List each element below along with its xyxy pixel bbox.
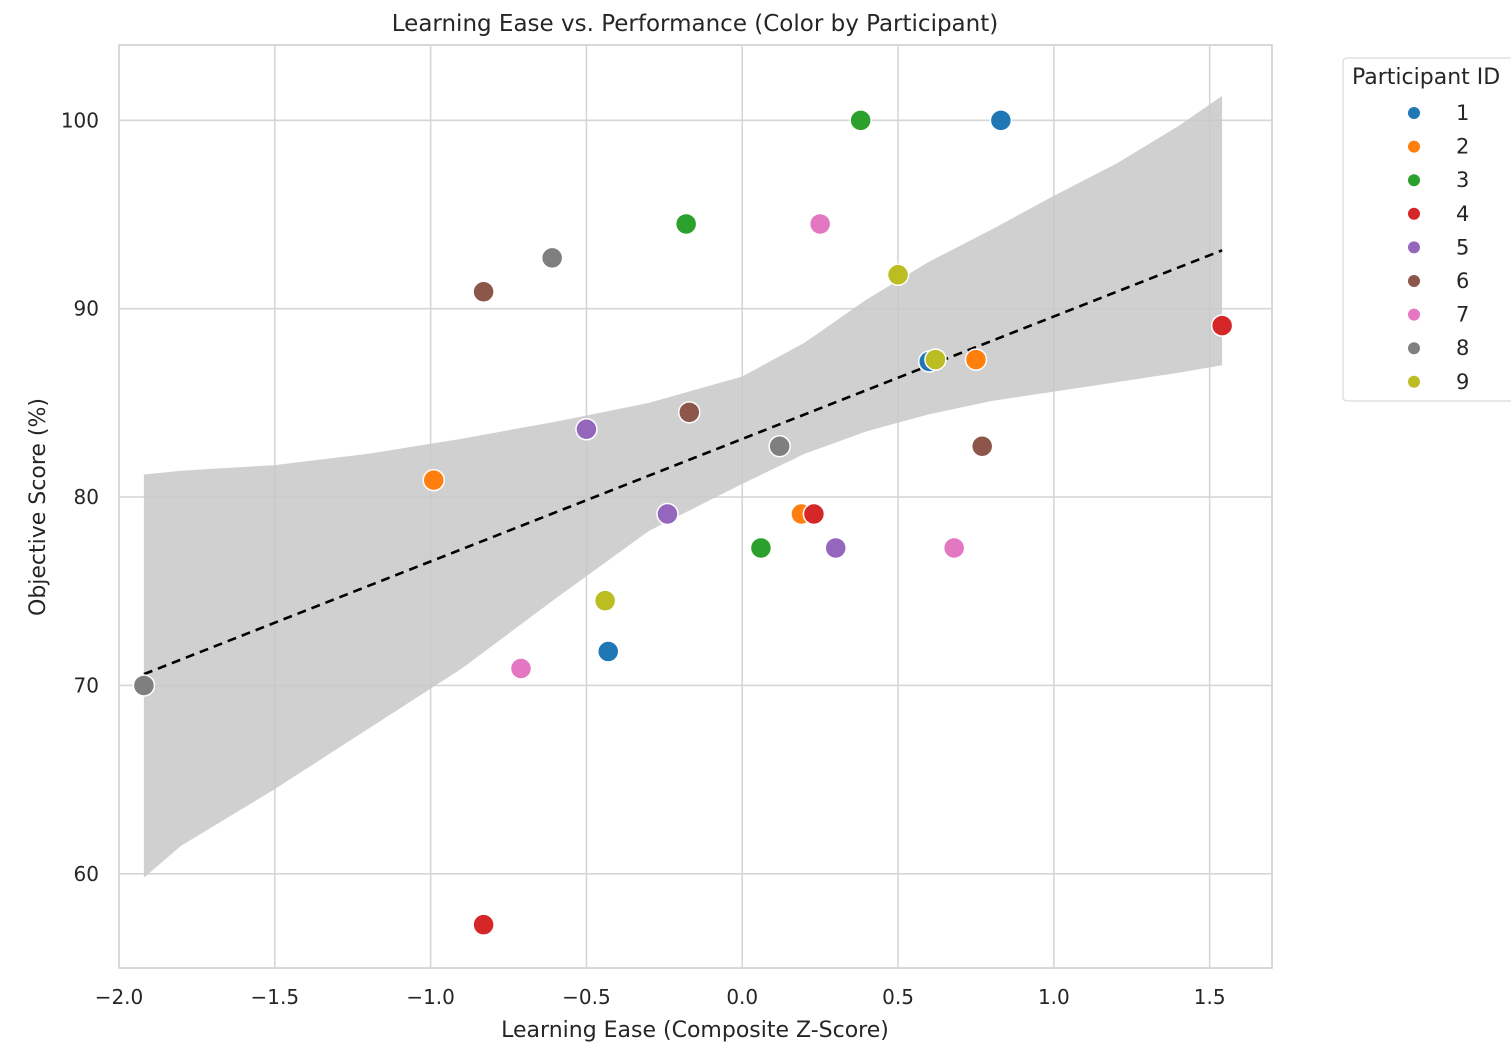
legend-marker-6: [1407, 274, 1421, 288]
x-axis-title: Learning Ease (Composite Z-Score): [501, 1018, 889, 1043]
legend-label-7: 7: [1456, 303, 1469, 327]
data-points: [132, 109, 1234, 936]
scatter-point-participant-6: [970, 434, 994, 458]
scatter-point-participant-5: [824, 536, 847, 560]
legend-label-5: 5: [1456, 235, 1469, 259]
legend-title: Participant ID: [1352, 65, 1500, 90]
x-tick-label: −0.5: [562, 985, 611, 1009]
confidence-band: [143, 95, 1223, 878]
legend-label-6: 6: [1456, 269, 1469, 293]
scatter-point-participant-7: [509, 657, 533, 680]
legend-box: [1342, 57, 1511, 402]
scatter-point-participant-9: [924, 348, 947, 371]
scatter-point-participant-7: [942, 536, 966, 560]
x-tick-label: 1.0: [1038, 985, 1070, 1009]
scatter-point-participant-8: [132, 674, 156, 697]
legend-marker-4: [1407, 206, 1421, 221]
scatter-point-participant-1: [596, 640, 620, 663]
y-tick-label: 60: [74, 862, 99, 886]
legend-marker-8: [1407, 341, 1421, 356]
legend-label-9: 9: [1456, 370, 1469, 394]
x-tick-label: 0.5: [882, 985, 914, 1009]
regression-dashed-line: [143, 249, 1223, 676]
x-tick-label: −1.5: [251, 985, 300, 1009]
legend-label-1: 1: [1456, 101, 1469, 125]
x-tick-label: 0.0: [726, 985, 758, 1009]
legend-label-4: 4: [1456, 202, 1469, 226]
legend-label-3: 3: [1456, 168, 1469, 192]
y-tick-label: 80: [74, 485, 99, 509]
x-tick-label: −2.0: [95, 985, 144, 1009]
x-tick-label: −1.0: [406, 985, 455, 1009]
scatter-point-participant-5: [656, 502, 679, 526]
scatter-point-participant-4: [472, 913, 495, 936]
y-tick-label: 70: [74, 673, 99, 697]
y-tick-label: 100: [61, 108, 99, 132]
scatter-point-participant-7: [808, 212, 832, 236]
scatter-point-participant-8: [540, 246, 564, 270]
legend-marker-3: [1407, 173, 1421, 188]
scatter-point-participant-4: [1210, 314, 1234, 337]
x-tick-label: 1.5: [1194, 985, 1226, 1009]
legend-marker-9: [1407, 374, 1421, 389]
scatter-point-participant-6: [472, 280, 495, 304]
legend-marker-1: [1407, 106, 1421, 120]
x-tick-labels: −2.0 −1.5 −1.0 −0.5 0.0 0.5 1.0 1.5: [95, 985, 1226, 1009]
scatter-point-participant-9: [593, 589, 617, 612]
y-axis-title: Objective Score (%): [26, 398, 51, 616]
scatter-point-participant-1: [989, 109, 1013, 132]
confidence-band-area: [143, 95, 1223, 878]
legend-label-2: 2: [1456, 135, 1469, 159]
scatter-point-participant-3: [674, 212, 698, 236]
y-tick-labels: 60 70 80 90 100: [61, 108, 99, 885]
scatter-point-participant-8: [768, 434, 791, 458]
scatter-point-participant-3: [849, 109, 872, 132]
legend-marker-7: [1407, 307, 1421, 322]
legend-marker-5: [1407, 240, 1421, 255]
chart-title: Learning Ease vs. Performance (Color by …: [392, 11, 998, 37]
scatter-point-participant-5: [575, 418, 598, 441]
scatter-point-participant-9: [886, 263, 910, 287]
y-tick-label: 90: [74, 297, 99, 321]
scatter-point-participant-3: [749, 536, 773, 560]
scatter-point-participant-6: [678, 401, 701, 424]
legend: Participant ID 1 2 3 4 5 6 7 8 9: [1342, 57, 1511, 402]
scatter-point-participant-4: [802, 502, 826, 526]
scatter-point-participant-2: [422, 468, 445, 492]
scatter-point-participant-2: [964, 348, 988, 371]
legend-marker-2: [1407, 139, 1421, 154]
legend-label-8: 8: [1456, 336, 1469, 360]
legend-entries: 1 2 3 4 5 6 7 8 9: [1407, 101, 1469, 394]
regression-line: [143, 249, 1223, 676]
